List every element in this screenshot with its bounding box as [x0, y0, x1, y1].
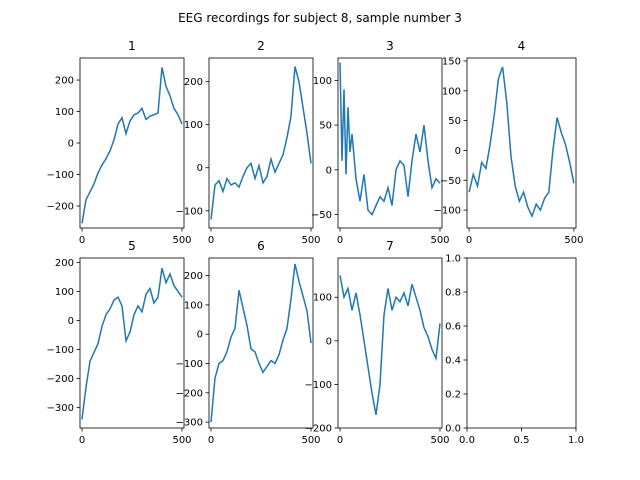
- y-tick-label: 0.2: [445, 390, 461, 401]
- y-tick-label: 200: [184, 77, 203, 88]
- axes-frame: [208, 257, 314, 429]
- subplot-title: 7: [386, 239, 394, 253]
- y-tick-label: 0.4: [445, 356, 461, 367]
- axes-frame: [337, 57, 443, 229]
- eeg-series-line: [210, 263, 312, 423]
- axes-frame: [337, 257, 443, 429]
- x-tick-label: 0.5: [514, 435, 530, 446]
- y-tick-label: 0: [68, 139, 74, 150]
- subplot-title: 2: [257, 39, 265, 53]
- x-tick-label: 500: [172, 235, 191, 246]
- x-tick-label: 500: [564, 235, 583, 246]
- x-tick-label: 0: [208, 435, 214, 446]
- subplot-8: 0.0 0.5 1.0 0.0 0.2 0.4 0.6 0.8 1.0: [445, 254, 584, 447]
- figure-title: EEG recordings for subject 8, sample num…: [178, 11, 462, 25]
- x-tick-label: 0: [466, 235, 472, 246]
- y-tick-label: 1.0: [445, 254, 461, 265]
- y-tick-label: −100: [305, 380, 332, 391]
- y-tick-label: 200: [184, 271, 203, 282]
- y-tick-label: −300: [176, 418, 203, 429]
- y-tick-label: 0.8: [445, 288, 461, 299]
- eeg-series-line: [81, 67, 183, 224]
- eeg-series-line: [468, 66, 575, 219]
- y-tick-label: −100: [47, 345, 74, 356]
- x-tick-label: 0.0: [459, 435, 475, 446]
- y-tick-label: −200: [305, 424, 332, 435]
- x-tick-label: 500: [430, 235, 449, 246]
- subplot-title: 6: [257, 239, 265, 253]
- subplot-title: 4: [518, 39, 526, 53]
- y-tick-label: −200: [47, 374, 74, 385]
- x-tick-label: 1.0: [568, 435, 584, 446]
- subplot-6: 0 500 −300 −200 −100 0 100 200 6: [176, 239, 321, 446]
- subplot-5: 0 500 −300 −200 −100 0 100 200 5: [47, 239, 192, 446]
- y-tick-label: 0: [197, 163, 203, 174]
- y-tick-label: −100: [47, 170, 74, 181]
- y-tick-label: 100: [313, 76, 332, 87]
- subplot-4: 0 500 −100 −50 0 50 100 150 4: [434, 39, 584, 246]
- y-tick-label: 0: [455, 146, 461, 157]
- y-tick-label: −100: [176, 359, 203, 370]
- y-tick-label: 0.6: [445, 322, 461, 333]
- y-tick-label: −50: [440, 176, 461, 187]
- subplot-2: 0 500 −100 0 100 200 2: [176, 39, 321, 246]
- y-tick-label: −200: [176, 388, 203, 399]
- y-tick-label: 100: [55, 107, 74, 118]
- x-tick-label: 500: [430, 435, 449, 446]
- x-tick-label: 0: [337, 435, 343, 446]
- subplot-1: 0 500 −200 −100 0 100 200 1: [47, 39, 192, 246]
- y-tick-label: −50: [311, 210, 332, 221]
- subplot-title: 1: [128, 39, 136, 53]
- y-tick-label: 200: [55, 76, 74, 87]
- axes-frame: [79, 257, 185, 429]
- y-tick-label: −100: [434, 206, 461, 217]
- subplot-title: 3: [386, 39, 394, 53]
- eeg-series-line: [81, 268, 183, 420]
- y-tick-label: 100: [184, 300, 203, 311]
- y-tick-label: 100: [184, 120, 203, 131]
- eeg-series-line: [339, 62, 441, 216]
- y-tick-label: 100: [55, 287, 74, 298]
- axes-frame: [208, 57, 314, 229]
- y-tick-label: 0.0: [445, 424, 461, 435]
- y-tick-label: 100: [313, 293, 332, 304]
- y-tick-label: 50: [319, 121, 332, 132]
- x-tick-label: 0: [79, 435, 85, 446]
- x-tick-label: 500: [172, 435, 191, 446]
- x-tick-label: 0: [337, 235, 343, 246]
- x-tick-label: 500: [301, 435, 320, 446]
- y-tick-label: 100: [442, 86, 461, 97]
- y-tick-label: 50: [448, 116, 461, 127]
- subplot-title: 5: [128, 239, 136, 253]
- y-tick-label: 150: [442, 56, 461, 67]
- y-tick-label: −200: [47, 201, 74, 212]
- y-tick-label: −300: [47, 403, 74, 414]
- y-tick-label: 0: [326, 165, 332, 176]
- x-tick-label: 500: [301, 235, 320, 246]
- eeg-series-line: [210, 66, 312, 220]
- y-tick-label: 0: [326, 336, 332, 347]
- y-tick-label: −100: [176, 206, 203, 217]
- x-tick-label: 0: [79, 235, 85, 246]
- y-tick-label: 0: [197, 330, 203, 341]
- eeg-series-line: [339, 275, 441, 416]
- subplot-3: 0 500 −50 0 50 100 3: [311, 39, 450, 246]
- x-tick-label: 0: [208, 235, 214, 246]
- axes-frame: [466, 57, 577, 229]
- subplot-7: 0 500 −200 −100 0 100 7: [305, 239, 450, 446]
- y-tick-label: 200: [55, 258, 74, 269]
- y-tick-label: 0: [68, 316, 74, 327]
